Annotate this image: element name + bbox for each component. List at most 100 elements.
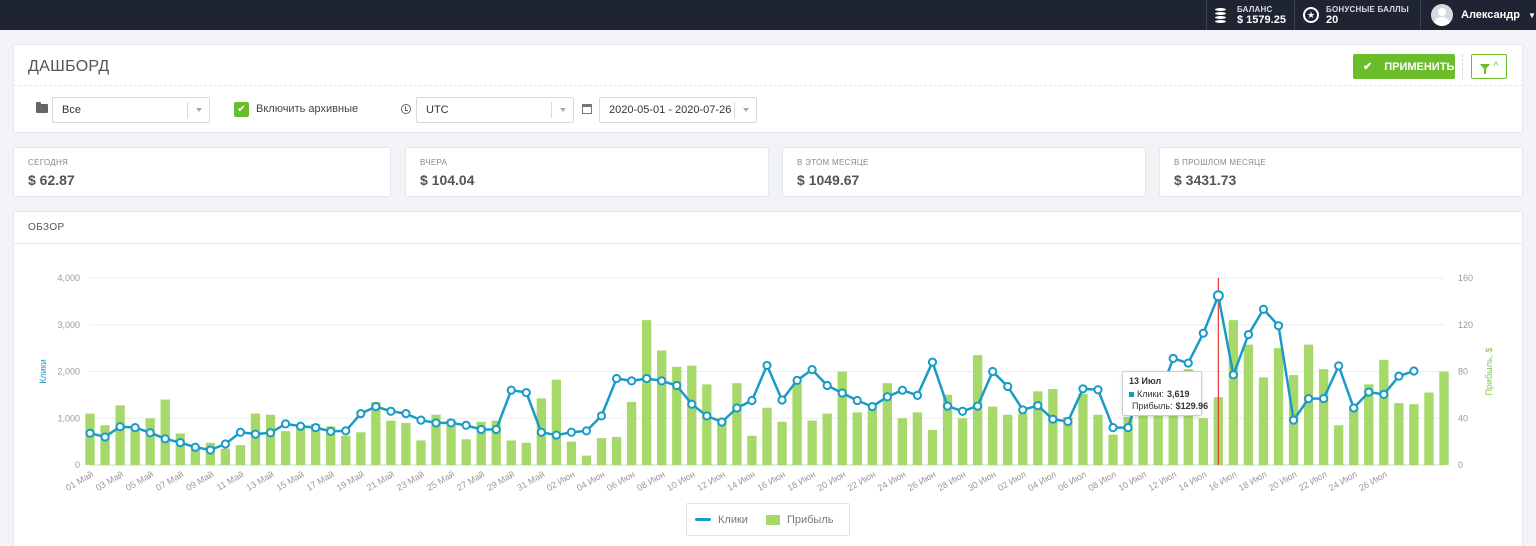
x-tick-label: 28 Июн xyxy=(936,469,968,493)
user-menu[interactable]: Александр ▼ xyxy=(1420,0,1536,30)
profit-bar xyxy=(1409,404,1419,465)
x-tick-label: 03 Май xyxy=(94,469,125,493)
clicks-point xyxy=(657,376,667,386)
clicks-point xyxy=(130,423,140,433)
clicks-point xyxy=(145,428,155,438)
balance-value: $ 1579.25 xyxy=(1237,13,1286,26)
clicks-point xyxy=(1364,387,1374,397)
profit-bar xyxy=(446,419,456,465)
chevron-up-icon: ^ xyxy=(1493,61,1499,72)
clicks-point xyxy=(687,399,697,409)
clicks-point xyxy=(1243,329,1254,340)
x-tick-label: 12 Июн xyxy=(695,469,727,493)
clicks-point xyxy=(942,401,953,411)
x-tick-label: 18 Июл xyxy=(1237,469,1269,493)
profit-bar xyxy=(265,414,276,465)
chart-tooltip: 13 Июл Клики: 3,619 Прибыль: $129.96 xyxy=(1122,371,1208,416)
legend-clicks-label[interactable]: Клики xyxy=(718,513,748,526)
coins-icon xyxy=(1213,6,1231,24)
x-tick-label: 08 Июл xyxy=(1086,469,1118,493)
profit-bar xyxy=(85,413,95,465)
clicks-point xyxy=(792,375,802,385)
apply-button[interactable]: ✔ ПРИМЕНИТЬ xyxy=(1353,54,1455,79)
x-tick-label: 04 Июн xyxy=(575,469,607,493)
balance-widget[interactable]: БАЛАНС $ 1579.25 xyxy=(1206,0,1294,30)
x-tick-label: 13 Май xyxy=(244,469,275,493)
date-range-picker[interactable]: 2020-05-01 - 2020-07-26 xyxy=(599,97,757,123)
x-tick-label: 02 Июн xyxy=(545,469,577,493)
profit-bar xyxy=(657,350,667,465)
profit-bar xyxy=(341,435,351,465)
divider xyxy=(14,85,1522,86)
clicks-point xyxy=(927,357,938,367)
campaign-select-value: Все xyxy=(62,104,81,116)
x-tick-label: 16 Июл xyxy=(1207,469,1239,493)
legend-profit-swatch[interactable] xyxy=(765,514,780,525)
profit-bar xyxy=(235,445,246,465)
tooltip-profit-row: Прибыль: $129.96 xyxy=(1129,400,1208,412)
clicks-point xyxy=(627,376,637,386)
profit-bar xyxy=(942,394,953,465)
y2-tick-label: 160 xyxy=(1458,273,1473,283)
folder-icon xyxy=(36,102,48,113)
x-tick-label: 06 Июл xyxy=(1056,469,1088,493)
profit-bar xyxy=(1153,383,1163,465)
clicks-point xyxy=(115,422,125,432)
timezone-select[interactable]: UTC xyxy=(416,97,574,123)
y-tick-label: 1,000 xyxy=(57,413,80,423)
clicks-point xyxy=(596,411,607,421)
clicks-point xyxy=(461,420,471,430)
profit-bar xyxy=(1048,389,1058,465)
y2-tick-label: 120 xyxy=(1458,320,1473,330)
stat-label: ВЧЕРА xyxy=(420,158,448,167)
x-tick-label: 26 Июл xyxy=(1357,469,1389,493)
clicks-point xyxy=(190,442,200,452)
clicks-point xyxy=(521,387,531,398)
clicks-point xyxy=(777,395,787,405)
profit-bar xyxy=(732,383,742,465)
chevron-down-icon xyxy=(551,102,573,118)
profit-bar xyxy=(777,421,787,465)
clicks-point xyxy=(85,428,95,438)
clicks-point xyxy=(642,373,652,384)
bonus-widget[interactable]: ★ БОНУСНЫЕ БАЛЛЫ 20 xyxy=(1294,0,1420,30)
stat-value: $ 104.04 xyxy=(420,172,475,188)
profit-bar xyxy=(1093,414,1103,465)
profit-bar xyxy=(762,407,772,465)
check-icon: ✔ xyxy=(1363,61,1373,73)
profit-bar xyxy=(1424,392,1434,465)
overview-panel: ОБЗОР xyxy=(13,211,1523,546)
clicks-point xyxy=(1018,405,1028,415)
profit-bar xyxy=(641,320,652,465)
x-tick-label: 10 Июл xyxy=(1116,469,1148,493)
clicks-point xyxy=(446,418,456,428)
clicks-point xyxy=(160,434,170,444)
profit-bar xyxy=(1334,425,1344,465)
clicks-point xyxy=(1078,384,1088,394)
x-tick-label: 30 Июн xyxy=(966,469,998,493)
x-tick-label: 23 Май xyxy=(395,469,426,493)
profit-bar xyxy=(1123,417,1133,465)
profit-bar xyxy=(416,440,426,465)
legend-clicks-swatch[interactable] xyxy=(695,518,711,521)
profit-bar xyxy=(1228,320,1239,465)
filter-toggle-button[interactable]: ^ xyxy=(1471,54,1507,79)
x-tick-label: 04 Июл xyxy=(1026,469,1058,493)
clicks-point xyxy=(1258,304,1269,314)
x-tick-label: 12 Июл xyxy=(1147,469,1179,493)
profit-bar xyxy=(687,365,697,465)
profit-bar xyxy=(807,420,817,465)
campaign-select[interactable]: Все xyxy=(52,97,210,123)
profit-bar xyxy=(927,429,938,465)
include-archived-checkbox[interactable]: ✔ xyxy=(234,102,249,117)
y-tick-label: 2,000 xyxy=(57,367,80,377)
clicks-point xyxy=(280,419,291,429)
stat-card-this-month: В ЭТОМ МЕСЯЦЕ $ 1049.67 xyxy=(782,147,1146,197)
clicks-point xyxy=(882,392,892,402)
x-tick-label: 18 Июн xyxy=(786,469,818,493)
x-tick-label: 31 Май xyxy=(515,469,546,493)
legend-profit-label[interactable]: Прибыль xyxy=(786,513,834,526)
y-tick-label: 0 xyxy=(75,460,80,470)
profit-bar xyxy=(581,455,592,465)
